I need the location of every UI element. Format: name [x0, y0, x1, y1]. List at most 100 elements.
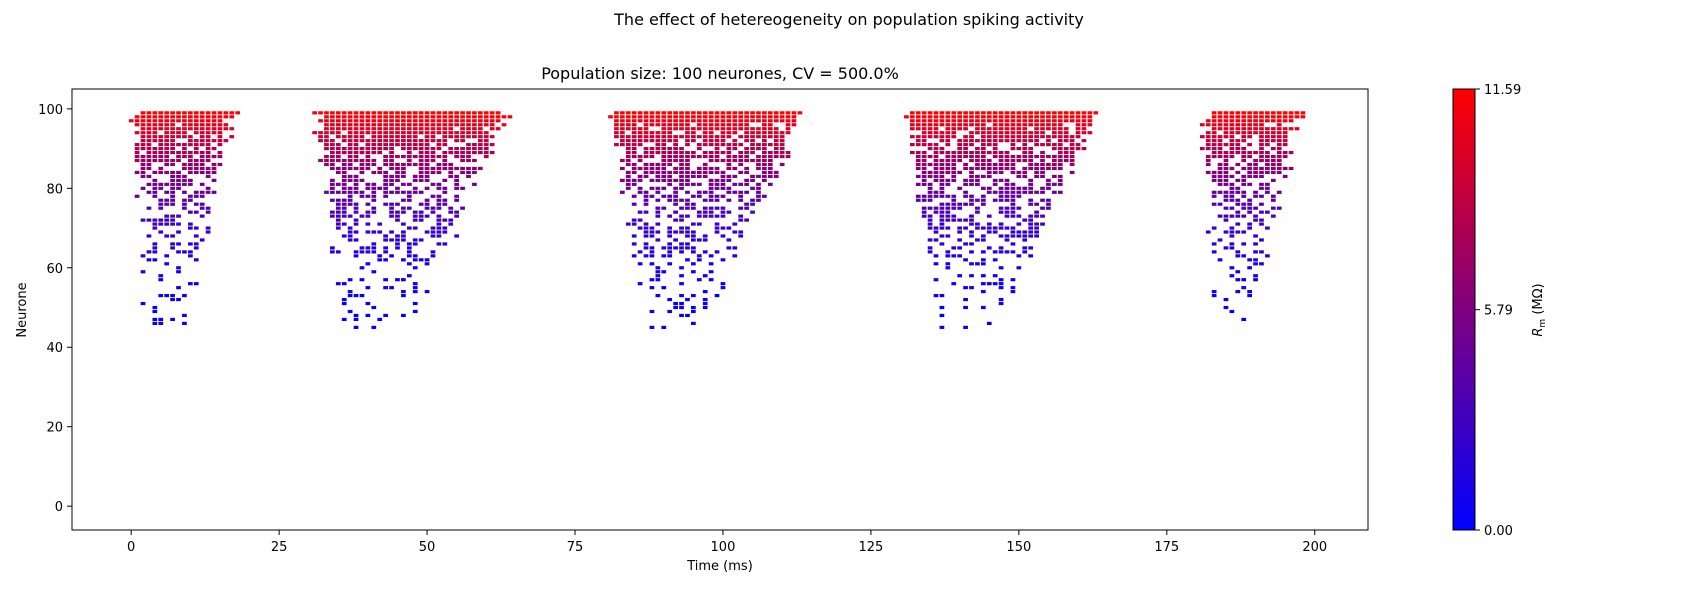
spike-mark	[939, 123, 945, 127]
spike-mark	[324, 154, 329, 159]
spike-mark	[430, 210, 436, 214]
spike-mark	[1004, 119, 1010, 123]
spike-mark	[750, 111, 755, 115]
spike-mark	[158, 123, 164, 127]
spike-mark	[176, 158, 181, 163]
spike-mark	[696, 174, 702, 178]
spike-mark	[347, 162, 353, 167]
spike-mark	[975, 222, 980, 226]
spike-mark	[140, 154, 146, 159]
spike-mark	[673, 158, 678, 163]
spike-mark	[205, 150, 211, 155]
spike-mark	[750, 131, 755, 135]
spike-mark	[1022, 250, 1028, 254]
spike-mark	[915, 158, 921, 163]
x-axis-label: Time (ms)	[686, 559, 753, 574]
spike-mark	[187, 282, 193, 286]
spike-mark	[472, 147, 477, 151]
spike-mark	[330, 198, 335, 202]
spike-mark	[412, 282, 418, 286]
spike-mark	[1040, 143, 1045, 147]
spike-mark	[406, 147, 412, 151]
spike-mark	[927, 127, 933, 131]
spike-mark	[1051, 115, 1057, 119]
spike-mark	[1004, 150, 1010, 155]
spike-mark	[1051, 147, 1057, 151]
spike-mark	[998, 222, 1004, 226]
spike-mark	[631, 170, 637, 175]
spike-mark	[1253, 170, 1258, 175]
spike-mark	[750, 202, 755, 206]
x-tick-label: 175	[1154, 540, 1179, 555]
spike-mark	[164, 123, 170, 127]
spike-mark	[164, 135, 170, 139]
spike-mark	[1205, 162, 1211, 167]
spike-mark	[436, 226, 442, 230]
spike-mark	[963, 150, 968, 155]
spike-mark	[365, 158, 371, 163]
spike-mark	[217, 143, 223, 147]
spike-mark	[401, 166, 406, 171]
spike-mark	[152, 170, 158, 175]
spike-mark	[661, 127, 667, 131]
spike-mark	[679, 226, 684, 230]
spike-mark	[1087, 111, 1093, 115]
spike-mark	[1235, 186, 1241, 190]
spike-mark	[1253, 242, 1258, 246]
spike-mark	[720, 143, 726, 147]
spike-mark	[679, 135, 684, 139]
spike-mark	[643, 147, 649, 151]
spike-mark	[140, 139, 146, 143]
spike-mark	[1022, 111, 1028, 115]
spike-mark	[673, 238, 678, 242]
spike-mark	[430, 230, 436, 234]
spike-mark	[418, 210, 424, 214]
spike-mark	[951, 123, 957, 127]
spike-mark	[152, 190, 158, 194]
spike-mark	[643, 139, 649, 143]
spike-mark	[915, 174, 921, 178]
spike-mark	[466, 174, 471, 178]
spike-mark	[1253, 174, 1258, 178]
spike-mark	[170, 246, 175, 250]
spike-mark	[341, 123, 347, 127]
spike-mark	[702, 135, 708, 139]
spike-mark	[661, 166, 667, 171]
spike-mark	[702, 214, 708, 218]
spike-mark	[1046, 162, 1051, 167]
spike-mark	[1229, 230, 1235, 234]
spike-mark	[679, 282, 684, 286]
spike-mark	[324, 162, 329, 167]
spike-mark	[762, 194, 767, 198]
spike-mark	[1223, 194, 1229, 198]
spike-mark	[495, 119, 501, 123]
spike-mark	[1040, 123, 1045, 127]
spike-mark	[1223, 158, 1229, 163]
spike-mark	[1010, 290, 1016, 294]
spike-mark	[1016, 115, 1022, 119]
spike-mark	[951, 198, 957, 202]
spike-mark	[359, 178, 365, 182]
spike-mark	[353, 150, 359, 155]
spike-mark	[1235, 162, 1241, 167]
spike-mark	[921, 158, 927, 163]
spike-mark	[353, 250, 359, 254]
spike-mark	[1265, 210, 1270, 214]
spike-mark	[187, 198, 193, 202]
spike-mark	[756, 158, 761, 163]
spike-mark	[1265, 154, 1270, 159]
spike-mark	[140, 123, 146, 127]
spike-mark	[389, 127, 394, 131]
spike-mark	[1253, 218, 1258, 222]
spike-mark	[359, 170, 365, 175]
spike-mark	[720, 210, 726, 214]
spike-mark	[738, 198, 744, 202]
spike-mark	[193, 123, 199, 127]
spike-mark	[412, 286, 418, 290]
spike-mark	[1010, 162, 1016, 167]
spike-mark	[1057, 111, 1063, 115]
spike-mark	[335, 166, 341, 171]
spike-mark	[353, 135, 359, 139]
spike-mark	[696, 222, 702, 226]
spike-mark	[134, 143, 140, 147]
